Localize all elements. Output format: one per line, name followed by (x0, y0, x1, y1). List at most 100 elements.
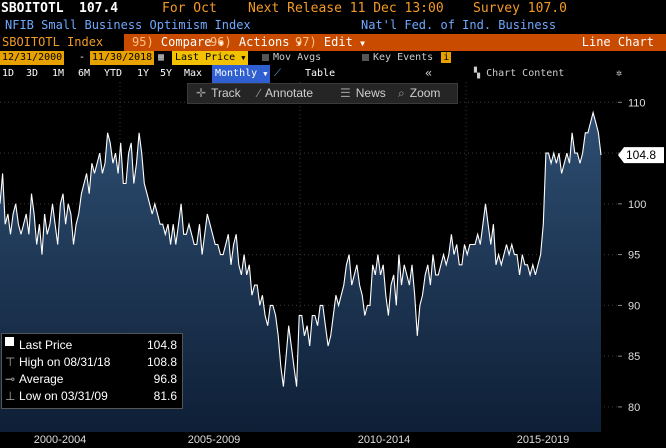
news-icon: ☰ (340, 86, 351, 100)
date-dash: - (79, 52, 86, 63)
compare-button[interactable]: 95) Compare ▼ (129, 34, 227, 51)
magnifier-icon: ⌕ (398, 86, 405, 100)
legend-last-price-value: 104.8 (146, 338, 177, 352)
gear-icon[interactable]: ✲ (616, 68, 623, 79)
legend-last-price: Last Price 104.8 (5, 337, 177, 353)
period-3d[interactable]: 3D (26, 68, 39, 79)
index-title: NFIB Small Business Optimism Index (5, 18, 251, 32)
checkbox-icon (362, 53, 369, 61)
high-marker-icon: ⊤ (5, 355, 16, 369)
chart-type-label[interactable]: Line Chart (581, 35, 654, 49)
x-label: 2010-2014 (357, 434, 411, 446)
line-chart-icon[interactable]: ⟋ (274, 68, 281, 79)
period-label: For Oct (162, 1, 217, 16)
zoom-label: Zoom (409, 86, 441, 100)
track-button[interactable]: ✛ Track (196, 84, 241, 103)
chart-content-label: Chart Content (486, 68, 565, 79)
pencil-icon: ∕ (258, 86, 261, 100)
legend-box: Last Price 104.8 ⊤ High on 08/31/18 108.… (1, 333, 183, 409)
legend-low-label: Low on 03/31/09 (19, 389, 108, 403)
legend-average: ⊸ Average 96.8 (5, 371, 177, 387)
current-value-text: 104.8 (626, 148, 656, 162)
info-icon: i (441, 52, 452, 63)
next-release: Next Release 11 Dec 13:00 (248, 1, 444, 16)
start-date-field[interactable]: 12/31/2000 (0, 51, 65, 65)
average-marker-icon: ⊸ (5, 372, 16, 386)
x-label: 2000-2004 (33, 434, 87, 446)
x-label: 2015-2019 (516, 434, 570, 446)
chevron-down-icon: ▼ (360, 39, 365, 48)
series-line (0, 110, 602, 387)
actions-label: Actions (238, 35, 290, 49)
chevron-down-icon: ▼ (296, 39, 302, 48)
chart-content-button[interactable]: ▚ Chart Content (474, 65, 564, 82)
range-bar: 12/31/2000 - 11/30/2018 ▦ Last Price ▼ M… (0, 51, 666, 65)
index-source: Nat'l Fed. of Ind. Business (361, 18, 557, 32)
x-axis: 2000-2004 2005-2009 2010-2014 2015-2019 (0, 432, 666, 448)
last-price-label: Last Price (175, 52, 236, 63)
end-date-field[interactable]: 11/30/2018 (90, 51, 155, 65)
news-button[interactable]: ☰ News (340, 84, 386, 103)
chart-toolbar: ✛ Track ∕ Annotate ☰ News ⌕ Zoom (187, 83, 458, 104)
last-value: 107.4 (79, 1, 119, 16)
y-tick-label: 90 (628, 300, 640, 312)
chevron-down-icon: ▼ (241, 54, 246, 62)
x-label: 2005-2009 (187, 434, 241, 446)
legend-average-label: Average (19, 372, 64, 386)
annotate-label: Annotate (265, 86, 314, 100)
news-label: News (355, 86, 386, 100)
legend-average-value: 96.8 (153, 372, 177, 386)
ticker-header: SBOITOTL 107.4 For Oct Next Release 11 D… (0, 0, 666, 17)
ticker-symbol: SBOITOTL (1, 1, 64, 16)
legend-last-price-label: Last Price (19, 338, 73, 352)
key-events-label: Key Events (373, 52, 434, 63)
y-tick-label: 85 (628, 351, 640, 363)
annotate-button[interactable]: ∕ Annotate (258, 84, 313, 103)
chart-icon: ▚ (474, 68, 481, 79)
security-field[interactable]: SBOITOTL Index (0, 34, 124, 51)
period-5y[interactable]: 5Y (160, 68, 173, 79)
actions-number: 96) (210, 35, 232, 49)
checkbox-icon (262, 53, 269, 61)
last-price-field[interactable]: Last Price ▼ (172, 51, 249, 65)
legend-high: ⊤ High on 08/31/18 108.8 (5, 354, 177, 370)
survey-value: Survey 107.0 (473, 1, 567, 16)
period-ytd[interactable]: YTD (104, 68, 123, 79)
command-bar: SBOITOTL Index 95) Compare ▼ 96) Actions… (0, 34, 666, 51)
chevron-down-icon: ▼ (263, 70, 268, 78)
edit-button[interactable]: 97) Edit ▼ (292, 34, 368, 51)
key-events-toggle[interactable]: Key Events i (362, 51, 452, 65)
period-1d[interactable]: 1D (2, 68, 15, 79)
legend-high-label: High on 08/31/18 (19, 355, 111, 369)
calendar-icon[interactable]: ▦ (158, 52, 165, 63)
actions-button[interactable]: 96) Actions ▼ (207, 34, 305, 51)
compare-number: 95) (132, 35, 154, 49)
edit-label: Edit (323, 35, 353, 49)
frequency-label: Monthly (215, 68, 258, 79)
frequency-dropdown[interactable]: Monthly ▼ (212, 65, 271, 83)
edit-number: 97) (295, 35, 317, 49)
track-label: Track (211, 86, 241, 100)
title-row: NFIB Small Business Optimism Index Nat'l… (0, 17, 666, 34)
y-tick-label: 95 (628, 250, 640, 262)
chevron-down-icon: ▼ (218, 39, 224, 48)
mov-avgs-label: Mov Avgs (273, 52, 322, 63)
mov-avgs-toggle[interactable]: Mov Avgs (262, 51, 321, 65)
period-6m[interactable]: 6M (78, 68, 91, 79)
crosshair-icon: ✛ (196, 86, 207, 100)
table-button[interactable]: Table (305, 68, 336, 79)
y-tick-label: 80 (628, 402, 640, 414)
y-axis: 80859095100105110 (618, 97, 646, 414)
period-1m[interactable]: 1M (52, 68, 65, 79)
compare-label: Compare (160, 35, 212, 49)
zoom-button[interactable]: ⌕ Zoom (398, 84, 440, 103)
y-tick-label: 100 (628, 199, 646, 211)
period-max[interactable]: Max (184, 68, 203, 79)
period-1y[interactable]: 1Y (137, 68, 150, 79)
legend-low: ⊥ Low on 03/31/09 81.6 (5, 388, 177, 404)
collapse-icon[interactable]: « (425, 66, 433, 80)
legend-low-value: 81.6 (153, 389, 177, 403)
low-marker-icon: ⊥ (5, 389, 16, 403)
current-value-tag: 104.8 (618, 147, 664, 164)
period-bar: 1D 3D 1M 6M YTD 1Y 5Y Max Monthly ▼ ⟋ Ta… (0, 65, 666, 83)
